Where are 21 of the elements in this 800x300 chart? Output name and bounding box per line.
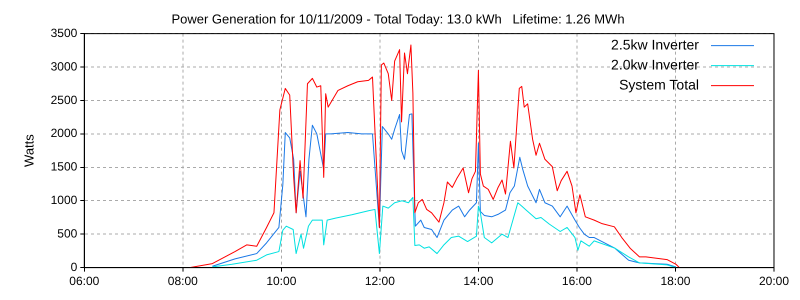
x-tick-label: 18:00 bbox=[660, 274, 691, 288]
chart-title: Power Generation for 10/11/2009 - Total Today: 13.0 kWh Lifetime: 1.26 MWh bbox=[171, 11, 625, 26]
legend-label: System Total bbox=[619, 76, 699, 92]
legend-label: 2.0kw Inverter bbox=[611, 56, 700, 72]
y-tick-label: 1500 bbox=[50, 160, 78, 174]
x-tick-label: 14:00 bbox=[463, 274, 494, 288]
y-tick-label: 0 bbox=[70, 260, 78, 274]
x-tick-label: 20:00 bbox=[758, 274, 790, 288]
y-tick-label: 1000 bbox=[50, 193, 78, 208]
y-tick-label: 3000 bbox=[50, 59, 78, 74]
x-tick-label: 08:00 bbox=[168, 274, 198, 288]
x-tick-label: 10:00 bbox=[266, 274, 297, 288]
x-tick-label: 16:00 bbox=[562, 274, 592, 288]
x-tick-label: 12:00 bbox=[364, 274, 396, 288]
y-axis-title: Watts bbox=[21, 134, 36, 167]
y-tick-label: 500 bbox=[57, 226, 78, 240]
y-tick-label: 2000 bbox=[50, 126, 78, 140]
legend-label: 2.5kw Inverter bbox=[611, 36, 700, 52]
y-tick-label: 3500 bbox=[50, 26, 78, 40]
y-tick-label: 2500 bbox=[50, 92, 78, 107]
x-tick-label: 06:00 bbox=[69, 274, 100, 288]
